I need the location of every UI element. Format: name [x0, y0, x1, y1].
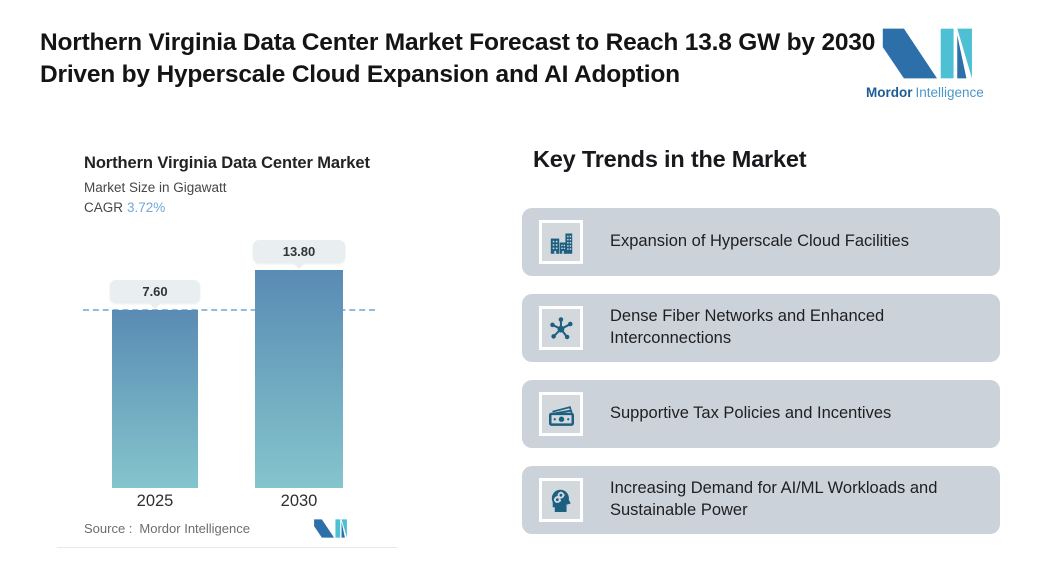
- trend-label: Supportive Tax Policies and Incentives: [610, 404, 892, 423]
- mordor-mini-logo-icon: [314, 519, 347, 538]
- key-trends-list: Expansion of Hyperscale Cloud Facilities: [522, 208, 1000, 552]
- mordor-logo-mark-icon: [882, 28, 972, 79]
- cagr-label: CAGR: [84, 200, 124, 215]
- chart-bar: [112, 310, 198, 488]
- x-axis-label: 2030: [280, 492, 318, 510]
- key-trends-heading: Key Trends in the Market: [533, 146, 807, 172]
- trend-card: Increasing Demand for AI/ML Workloads an…: [522, 466, 1000, 534]
- cagr-value: 3.72%: [127, 200, 166, 215]
- trend-card: Expansion of Hyperscale Cloud Facilities: [522, 208, 1000, 276]
- chart-subtitle: Market Size in Gigawatt: [84, 180, 227, 195]
- tax-money-icon: [539, 392, 583, 436]
- value-pill: 13.80: [253, 240, 345, 269]
- trend-label: Dense Fiber Networks and Enhanced Interc…: [610, 307, 885, 347]
- page-title: Northern Virginia Data Center Market For…: [40, 29, 876, 88]
- bar-plot: 7.60 13.80: [60, 140, 490, 488]
- value-pill: 7.60: [110, 280, 200, 309]
- fiber-network-icon: [539, 306, 583, 350]
- logo-word-mordor: Mordor: [866, 85, 913, 100]
- logo-wordmark: Mordor Intelligence: [866, 85, 984, 100]
- trend-card: Supportive Tax Policies and Incentives: [522, 380, 1000, 448]
- market-chart: Northern Virginia Data Center Market Mar…: [60, 140, 490, 550]
- ai-head-icon: [539, 478, 583, 522]
- chart-cagr: CAGR 3.72%: [84, 200, 165, 215]
- source-label: Source :: [84, 521, 133, 536]
- chart-divider: [57, 547, 397, 548]
- x-axis-label: 2025: [136, 492, 174, 510]
- buildings-icon: [539, 220, 583, 264]
- source-value: Mordor Intelligence: [139, 521, 250, 536]
- trend-label: Expansion of Hyperscale Cloud Facilities: [610, 232, 909, 251]
- mordor-intelligence-logo: Mordor Intelligence: [866, 25, 984, 100]
- source-line: Source : Mordor Intelligence: [84, 521, 250, 536]
- logo-word-intelligence: Intelligence: [915, 85, 984, 100]
- trend-label: Increasing Demand for AI/ML Workloads an…: [610, 479, 938, 519]
- reference-dashed-line: [83, 309, 375, 311]
- chart-title: Northern Virginia Data Center Market: [84, 154, 370, 172]
- chart-bar: [255, 270, 343, 488]
- trend-card: Dense Fiber Networks and Enhanced Interc…: [522, 294, 1000, 362]
